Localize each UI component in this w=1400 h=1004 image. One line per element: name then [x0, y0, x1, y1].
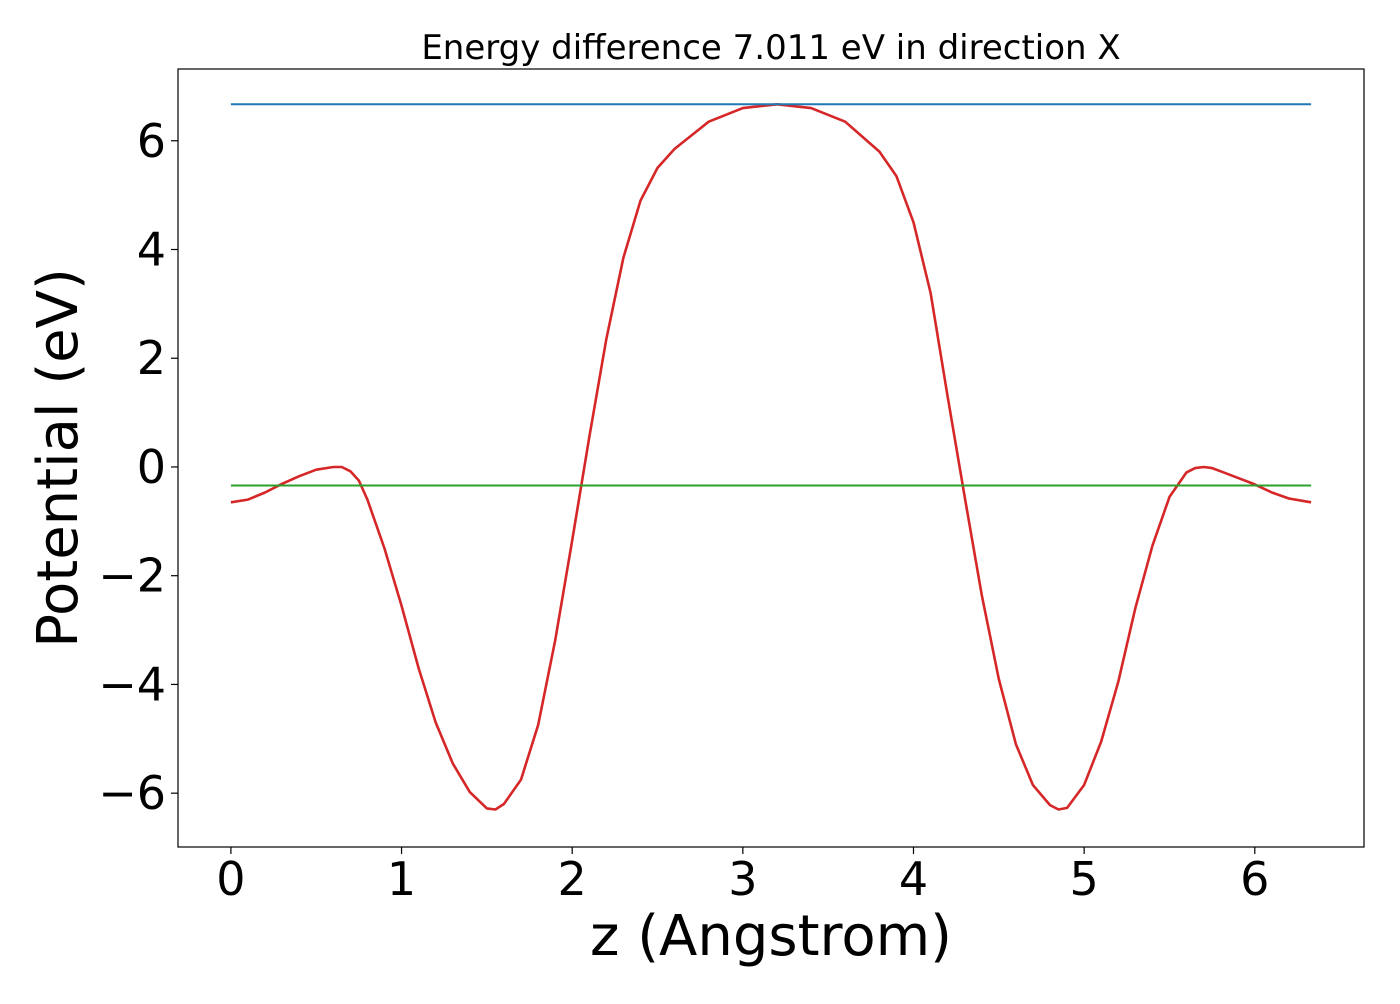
y-tick-label: −4	[98, 657, 166, 711]
x-tick-label: 0	[216, 852, 245, 906]
y-tick-label: 2	[137, 331, 166, 385]
chart-title: Energy difference 7.011 eV in direction …	[421, 28, 1120, 68]
x-tick-label: 5	[1069, 852, 1098, 906]
x-tick-label: 1	[387, 852, 416, 906]
y-tick-label: −2	[98, 549, 166, 603]
y-tick-label: −6	[98, 766, 166, 820]
x-tick-label: 3	[728, 852, 757, 906]
series-line-0	[230, 103, 1312, 811]
y-tick-label: 4	[137, 223, 166, 277]
plot-frame	[177, 68, 1365, 848]
y-tick-label: 6	[137, 114, 166, 168]
plot-area: 0 1 2 3 4 5 6 −6 −4 −2 0 2 4 6	[98, 68, 1365, 906]
x-tick-label: 2	[558, 852, 587, 906]
x-tick-label: 6	[1240, 852, 1269, 906]
y-axis-label: Potential (eV)	[26, 268, 91, 648]
y-tick-label: 0	[137, 440, 166, 494]
x-axis-label: z (Angstrom)	[590, 904, 952, 969]
x-tick-label: 4	[899, 852, 928, 906]
